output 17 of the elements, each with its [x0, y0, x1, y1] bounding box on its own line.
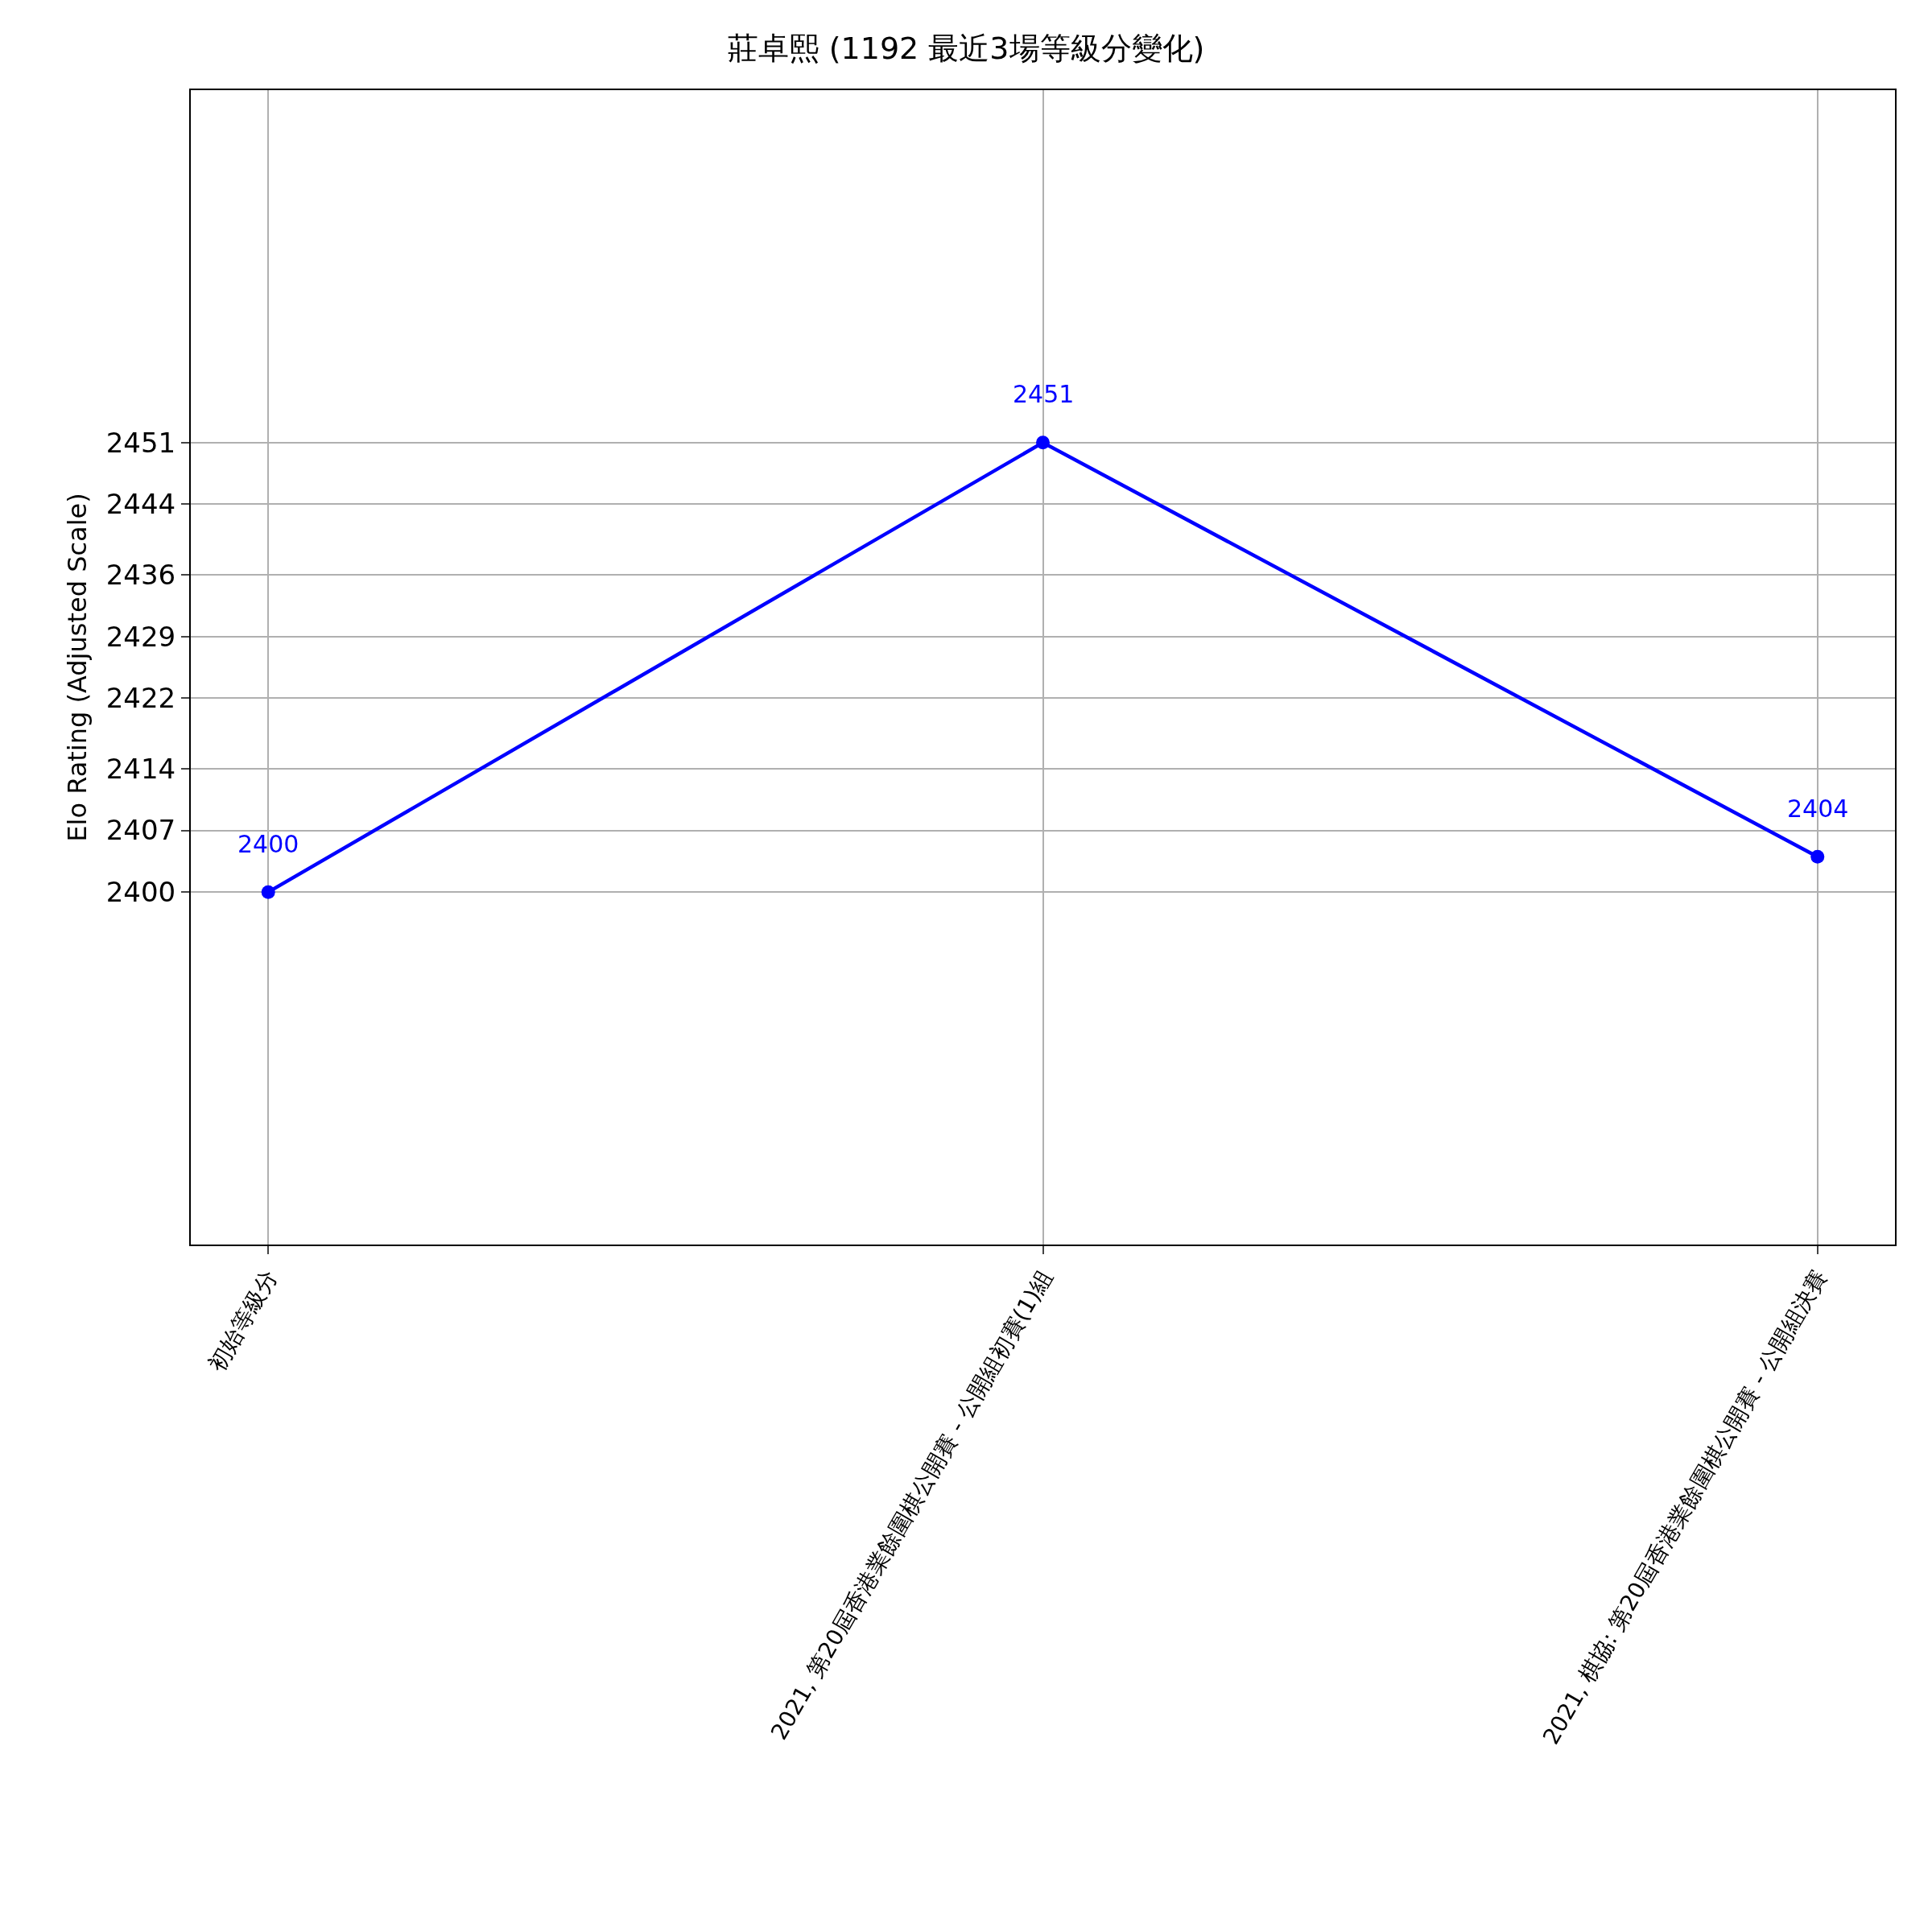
point	[1810, 849, 1825, 864]
y-tick-label: 2451	[105, 426, 176, 459]
data-label: 2404	[1787, 795, 1849, 823]
data-label: 2400	[237, 830, 299, 858]
point	[1036, 436, 1050, 450]
y-tick-label: 2407	[105, 814, 176, 847]
y-tick-label: 2414	[105, 752, 176, 785]
x-tick-label: 初始等級分	[203, 1265, 283, 1377]
y-tick-label: 2400	[105, 876, 176, 909]
y-tick-label: 2436	[105, 558, 176, 591]
y-tick-label: 2422	[105, 682, 176, 715]
data-label: 2451	[1013, 380, 1075, 408]
y-axis-title: Elo Rating (Adjusted Scale)	[62, 493, 93, 842]
y-tick-label: 2429	[105, 620, 176, 653]
chart-title: 莊卓熙 (1192 最近3場等級分變化)	[727, 31, 1205, 67]
point	[261, 885, 275, 899]
y-tick-label: 2444	[105, 488, 176, 521]
